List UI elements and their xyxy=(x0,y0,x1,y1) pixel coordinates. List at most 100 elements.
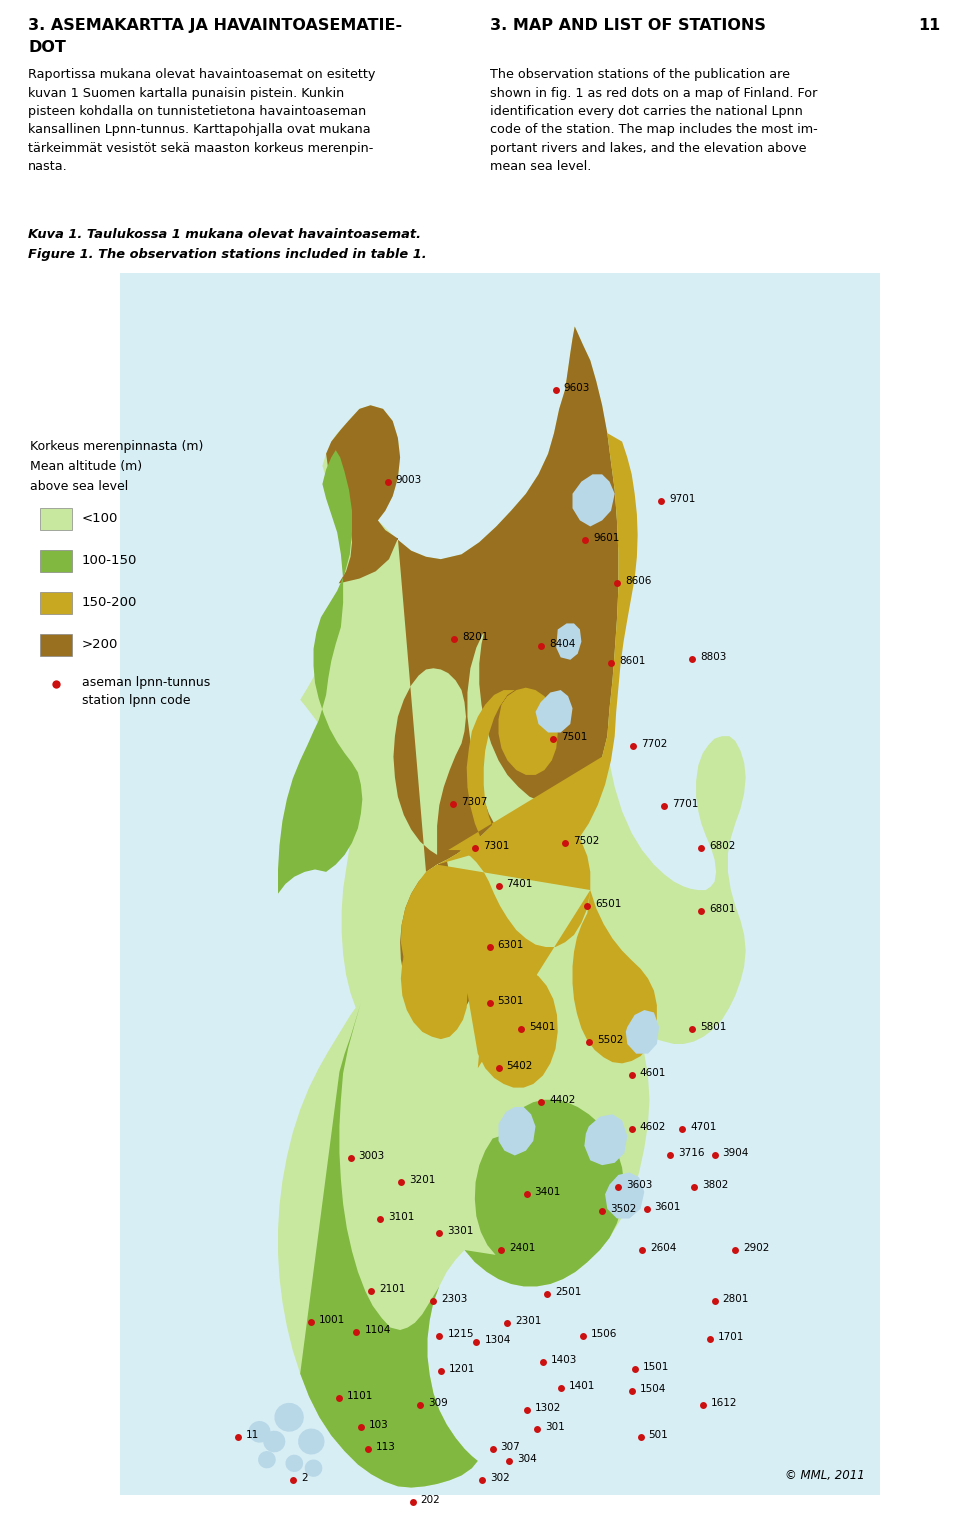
Text: station lpnn code: station lpnn code xyxy=(82,694,190,708)
Polygon shape xyxy=(258,1450,276,1469)
Text: above sea level: above sea level xyxy=(30,480,129,493)
Polygon shape xyxy=(326,326,618,1020)
Text: 9003: 9003 xyxy=(396,474,421,485)
Polygon shape xyxy=(498,1107,536,1156)
Text: >200: >200 xyxy=(82,639,118,651)
Text: 1501: 1501 xyxy=(642,1362,669,1372)
Text: 501: 501 xyxy=(649,1429,668,1440)
Text: DOT: DOT xyxy=(28,40,66,55)
Text: 103: 103 xyxy=(369,1420,389,1430)
Text: 11: 11 xyxy=(246,1429,259,1440)
Text: 7702: 7702 xyxy=(641,738,667,749)
Polygon shape xyxy=(249,1421,271,1443)
Text: 6501: 6501 xyxy=(595,898,622,909)
Polygon shape xyxy=(285,1455,303,1472)
Text: 2301: 2301 xyxy=(516,1316,541,1325)
Text: 3716: 3716 xyxy=(678,1148,705,1159)
Text: 202: 202 xyxy=(420,1494,441,1505)
Text: © MML, 2011: © MML, 2011 xyxy=(785,1469,865,1482)
Text: 302: 302 xyxy=(491,1473,510,1484)
Polygon shape xyxy=(304,1459,323,1476)
Text: 7401: 7401 xyxy=(507,880,533,889)
Text: 7501: 7501 xyxy=(562,732,588,741)
Text: 4402: 4402 xyxy=(549,1095,576,1106)
Text: 5502: 5502 xyxy=(597,1034,623,1045)
Text: The observation stations of the publication are
shown in fig. 1 as red dots on a: The observation stations of the publicat… xyxy=(490,69,818,174)
Text: 309: 309 xyxy=(428,1398,447,1408)
Text: 1504: 1504 xyxy=(639,1383,666,1394)
Text: Kuva 1. Taulukossa 1 mukana olevat havaintoasemat.: Kuva 1. Taulukossa 1 mukana olevat havai… xyxy=(28,229,421,241)
Text: 3003: 3003 xyxy=(358,1151,385,1161)
Text: 2101: 2101 xyxy=(379,1284,406,1295)
Text: 9701: 9701 xyxy=(669,494,696,503)
Text: 3401: 3401 xyxy=(535,1188,561,1197)
Polygon shape xyxy=(278,326,746,1487)
Polygon shape xyxy=(605,1173,644,1218)
Text: 3601: 3601 xyxy=(655,1202,681,1212)
Text: 7301: 7301 xyxy=(483,840,509,851)
Text: 307: 307 xyxy=(500,1441,520,1452)
Text: 1304: 1304 xyxy=(484,1334,511,1345)
Text: 3603: 3603 xyxy=(627,1180,653,1190)
Polygon shape xyxy=(401,433,657,1087)
Text: Korkeus merenpinnasta (m): Korkeus merenpinnasta (m) xyxy=(30,441,204,453)
Polygon shape xyxy=(263,1430,285,1452)
Text: 1104: 1104 xyxy=(365,1325,391,1336)
Text: 1201: 1201 xyxy=(449,1365,475,1374)
Text: 8201: 8201 xyxy=(462,633,489,642)
Text: 3802: 3802 xyxy=(702,1180,729,1190)
Text: 7701: 7701 xyxy=(672,799,699,810)
Polygon shape xyxy=(572,474,614,526)
Text: 3502: 3502 xyxy=(611,1205,636,1214)
Text: 100-150: 100-150 xyxy=(82,555,137,567)
Polygon shape xyxy=(556,624,582,660)
Text: 2501: 2501 xyxy=(555,1287,582,1296)
Bar xyxy=(40,634,72,656)
Text: 301: 301 xyxy=(545,1423,564,1432)
Text: 2303: 2303 xyxy=(442,1293,468,1304)
Text: 1701: 1701 xyxy=(718,1331,745,1342)
Text: 4601: 4601 xyxy=(639,1069,666,1078)
Text: 7307: 7307 xyxy=(461,798,487,807)
Polygon shape xyxy=(585,1115,627,1165)
Text: 8803: 8803 xyxy=(701,651,727,662)
Text: 11: 11 xyxy=(918,18,940,34)
Polygon shape xyxy=(626,1010,660,1054)
Text: 3. ASEMAKARTTA JA HAVAINTOASEMATIE-: 3. ASEMAKARTTA JA HAVAINTOASEMATIE- xyxy=(28,18,402,34)
Text: 150-200: 150-200 xyxy=(82,596,137,610)
Polygon shape xyxy=(536,691,572,732)
Text: 9603: 9603 xyxy=(564,383,589,392)
Text: 8404: 8404 xyxy=(549,639,576,650)
Text: 9601: 9601 xyxy=(593,532,619,543)
Text: 6301: 6301 xyxy=(497,939,524,950)
Text: 1215: 1215 xyxy=(447,1330,474,1339)
Text: 3201: 3201 xyxy=(409,1176,435,1185)
Text: 2801: 2801 xyxy=(723,1293,749,1304)
Text: 4602: 4602 xyxy=(639,1122,666,1132)
Text: Raportissa mukana olevat havaintoasemat on esitetty
kuvan 1 Suomen kartalla puna: Raportissa mukana olevat havaintoasemat … xyxy=(28,69,375,174)
Text: 1506: 1506 xyxy=(590,1330,617,1339)
Text: 1302: 1302 xyxy=(535,1403,561,1414)
Text: aseman lpnn-tunnus: aseman lpnn-tunnus xyxy=(82,676,210,689)
Text: 8601: 8601 xyxy=(619,656,645,666)
Polygon shape xyxy=(278,450,624,1487)
Text: 3904: 3904 xyxy=(723,1148,749,1159)
Text: 6801: 6801 xyxy=(709,904,735,913)
Text: 3. MAP AND LIST OF STATIONS: 3. MAP AND LIST OF STATIONS xyxy=(490,18,766,34)
Text: 6802: 6802 xyxy=(709,840,735,851)
Text: 1612: 1612 xyxy=(710,1398,737,1408)
Text: 5301: 5301 xyxy=(497,996,524,1006)
Text: 1403: 1403 xyxy=(551,1354,577,1365)
Text: 5401: 5401 xyxy=(529,1022,555,1032)
Text: 2604: 2604 xyxy=(650,1243,677,1254)
Text: 5801: 5801 xyxy=(701,1022,727,1032)
Text: 1401: 1401 xyxy=(568,1382,595,1391)
Text: 3101: 3101 xyxy=(388,1211,415,1222)
Text: 2: 2 xyxy=(300,1473,307,1484)
Polygon shape xyxy=(275,1403,304,1432)
Text: 8606: 8606 xyxy=(625,576,651,587)
Text: 2401: 2401 xyxy=(510,1243,536,1254)
Text: 1001: 1001 xyxy=(319,1315,345,1325)
Text: 7502: 7502 xyxy=(573,836,599,846)
Text: 3301: 3301 xyxy=(447,1226,473,1237)
